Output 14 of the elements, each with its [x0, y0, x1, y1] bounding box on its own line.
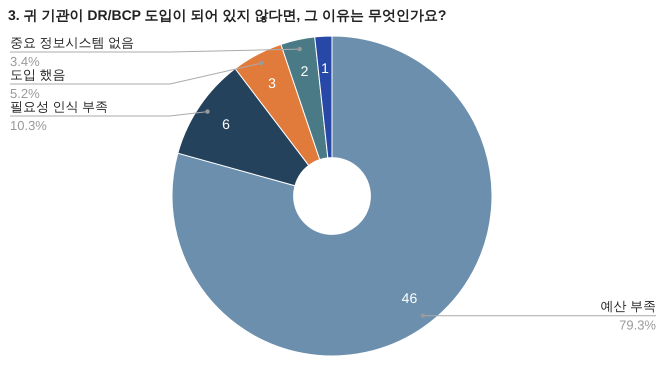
text: 5.2% [10, 86, 40, 101]
slice-label: 도입 했음 [10, 67, 66, 82]
data-label: 46 [402, 290, 418, 306]
data-label: 2 [300, 62, 309, 79]
text: 3.4% [10, 54, 40, 69]
chart-title: 3. 귀 기관이 DR/BCP 도입이 되어 있지 않다면, 그 이유는 무엇인가요? [8, 7, 446, 23]
slice-label: 중요 정보시스템 없음 [10, 35, 134, 50]
data-label: 1 [321, 60, 330, 76]
text: 10.3% [10, 118, 48, 133]
slice-label: 예산 부족 [600, 298, 656, 314]
slice-label: 필요성 인식 부족 [10, 99, 108, 114]
text: 79.3% [619, 318, 656, 333]
data-label: 3 [268, 74, 276, 91]
data-label: 6 [222, 116, 230, 132]
